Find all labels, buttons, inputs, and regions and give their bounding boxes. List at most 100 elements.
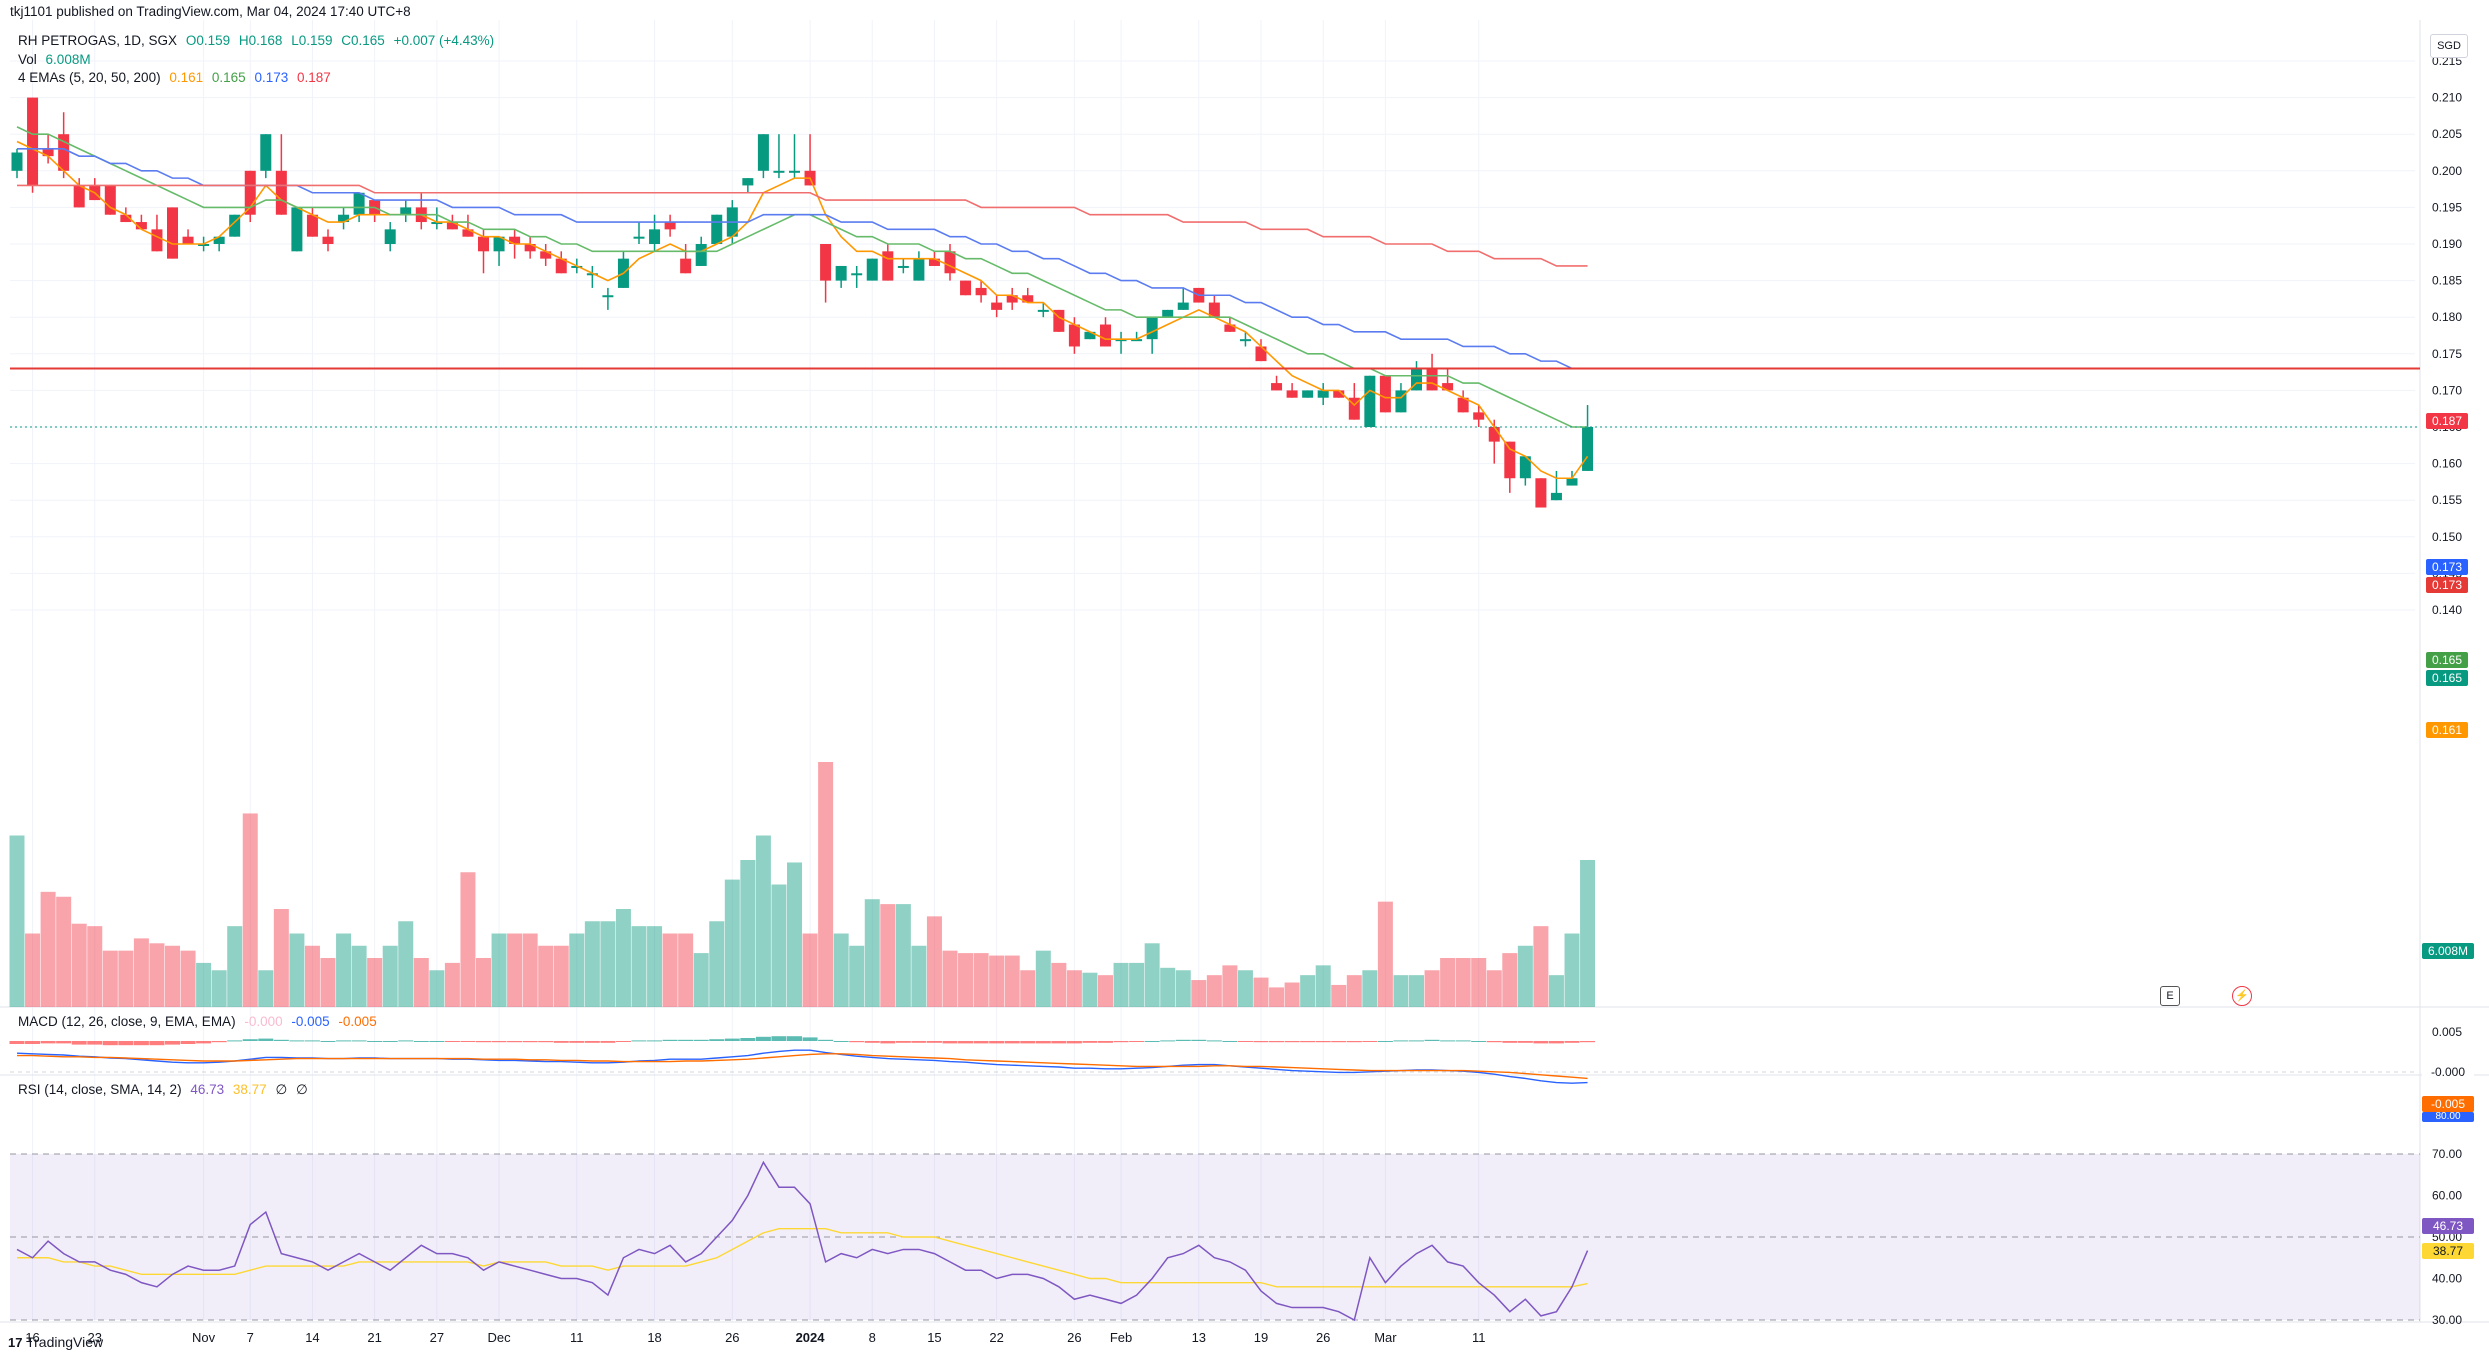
macd-hist-bar (1471, 1041, 1487, 1042)
candle-body (1053, 309, 1065, 332)
macd-label[interactable]: MACD (12, 26, close, 9, EMA, EMA) (18, 1014, 236, 1029)
volume-bar (1517, 945, 1533, 1007)
ema50-value: 0.173 (254, 70, 289, 85)
macd-hist-bar (787, 1036, 802, 1041)
candle-body (1022, 295, 1034, 303)
candle-body (1239, 339, 1251, 342)
candle-body (11, 152, 23, 171)
candle-body (213, 236, 225, 244)
candle-body (602, 295, 614, 298)
low-value: L0.159 (291, 33, 333, 48)
volume-bar (569, 933, 585, 1007)
macd-hist-bar (553, 1041, 569, 1043)
rsi-label[interactable]: RSI (14, close, SMA, 14, 2) (18, 1082, 182, 1097)
time-tick-label: 8 (869, 1330, 876, 1345)
candle-body (27, 97, 39, 186)
macd-hist-bar (1082, 1041, 1098, 1043)
macd-line-axis-label: -0.005 (2422, 1096, 2474, 1112)
volume-bar (1502, 953, 1518, 1007)
candle-body (897, 265, 909, 268)
volume-bar (444, 962, 460, 1007)
volume-bar (647, 926, 663, 1007)
earnings-icon[interactable]: E (2160, 986, 2180, 1006)
volume-bar (1486, 970, 1502, 1007)
candle-body (695, 244, 707, 266)
candle-body (260, 134, 272, 171)
candle-body (1442, 383, 1454, 391)
rsi-pane (10, 1153, 2420, 1322)
rsi-tick-label: 60.00 (2432, 1189, 2462, 1203)
volume-bar (818, 762, 834, 1007)
candle-body (649, 229, 661, 244)
macd-hist-bar (71, 1041, 87, 1045)
volume-bar (1269, 987, 1285, 1007)
macd-hist-bar (1548, 1041, 1564, 1044)
candle-body (120, 214, 132, 223)
macd-hist-bar (911, 1041, 927, 1043)
macd-hist-bar (709, 1039, 725, 1041)
candle-body (960, 280, 972, 296)
volume-bar (849, 945, 865, 1007)
close-value: C0.165 (341, 33, 385, 48)
macd-hist-bar (1191, 1039, 1207, 1041)
macd-hist-bar (304, 1040, 320, 1042)
volume-bar (1300, 975, 1316, 1007)
volume-bar (227, 926, 243, 1007)
flash-icon[interactable]: ⚡ (2232, 986, 2252, 1006)
volume-bar (413, 958, 429, 1007)
volume-bar (926, 916, 942, 1007)
volume-bar (1051, 962, 1067, 1007)
macd-hist-bar (87, 1041, 103, 1045)
rsi-ma-line (17, 1227, 1588, 1288)
macd-hist-bar (413, 1041, 429, 1042)
macd-hist-bar (9, 1041, 25, 1044)
macd-hist-value: -0.000 (244, 1014, 283, 1029)
volume-bar (9, 835, 25, 1007)
macd-hist-bar (973, 1041, 989, 1044)
ema-label[interactable]: 4 EMAs (5, 20, 50, 200) (18, 70, 161, 85)
price-tick-label: 0.180 (2432, 310, 2462, 324)
candle-body (1426, 368, 1438, 391)
macd-hist-bar (615, 1041, 631, 1042)
volume-bar (118, 950, 134, 1007)
volume-bar (1098, 975, 1113, 1007)
macd-hist-bar (926, 1041, 942, 1043)
macd-hist-bar (584, 1041, 600, 1043)
price-tick-label: 0.175 (2432, 347, 2462, 361)
volume-bar (351, 945, 367, 1007)
footer-brand[interactable]: 17 TradingView (8, 1334, 103, 1350)
candle-body (182, 236, 194, 244)
candle-body (555, 258, 567, 274)
time-tick-label: 22 (989, 1330, 1003, 1345)
currency-button[interactable]: SGD (2430, 34, 2468, 58)
candle-body (1302, 390, 1314, 398)
price-tick-label: 0.160 (2432, 457, 2462, 471)
price-tick-label: 0.195 (2432, 200, 2462, 214)
volume-bar (1206, 975, 1222, 1007)
symbol-name[interactable]: RH PETROGAS, 1D, SGX (18, 33, 178, 48)
volume-bar (476, 958, 491, 1007)
rsi-line (16, 1160, 1589, 1322)
candle-body (664, 222, 676, 230)
candle-body (275, 170, 287, 215)
volume-bar (600, 921, 616, 1007)
macd-line-value: -0.005 (291, 1014, 330, 1029)
candle-body (851, 273, 863, 276)
candle-body (462, 229, 474, 237)
volume-bar (1409, 975, 1424, 1007)
volume-label[interactable]: Vol (18, 52, 37, 67)
candle-body (633, 236, 645, 239)
macd-hist-bar (1440, 1040, 1456, 1042)
volume-bar (1222, 965, 1238, 1007)
macd-hist-bar (522, 1041, 538, 1043)
hline-price-label: 0.173 (2426, 577, 2468, 593)
volume-bar (56, 896, 72, 1007)
volume-bar (1424, 970, 1440, 1007)
ema50-price-label: 0.173 (2426, 559, 2468, 575)
candle-body (866, 258, 878, 281)
macd-hist-bar (1206, 1040, 1222, 1042)
volume-bar (895, 904, 911, 1007)
macd-hist-bar (1253, 1041, 1269, 1043)
volume-bar (802, 933, 818, 1007)
